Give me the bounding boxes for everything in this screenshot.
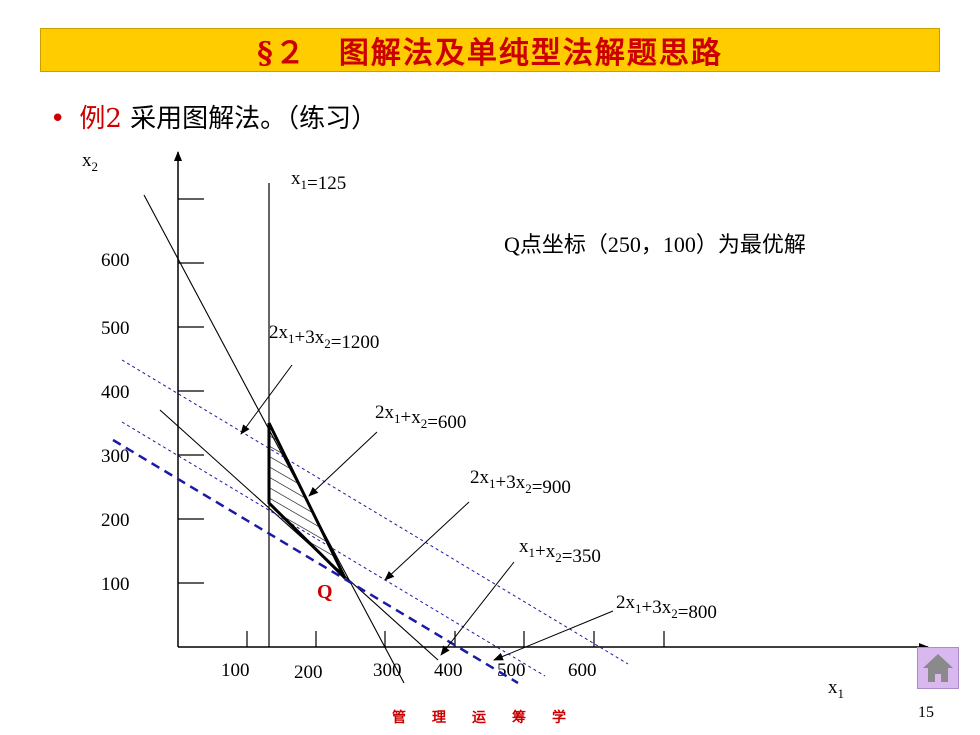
y-tick-label: 600 — [101, 250, 130, 271]
x-tick-label: 100 — [221, 660, 250, 681]
objective-line-1200 — [121, 359, 629, 665]
y-tick-label: 300 — [101, 446, 130, 467]
x-tick-label: 600 — [568, 660, 597, 681]
label-2x1-3x2-800: 2x1+3x2=800 — [616, 592, 717, 623]
slide-title: §２ 图解法及单纯型法解题思路 — [257, 36, 723, 71]
constraint-line-2x1-x2-600 — [143, 194, 405, 684]
optimal-point-label: Q — [317, 581, 333, 603]
constraint-line-x1-x2-350 — [159, 409, 439, 661]
x-axis-label: x1 — [828, 677, 844, 701]
label-x1-125: x1=125 — [291, 168, 346, 194]
y-tick-labels: 100 200 300 400 500 600 — [101, 250, 130, 595]
pointer-arrows — [240, 364, 614, 661]
y-ticks — [178, 198, 204, 584]
home-button[interactable] — [917, 647, 959, 689]
constraint-labels: x1=125 2x1+3x2=1200 2x1+x2=600 2x1+3x2=9… — [269, 168, 717, 623]
y-tick-label: 500 — [101, 318, 130, 339]
y-tick-label: 400 — [101, 382, 130, 403]
page-number: 15 — [918, 704, 934, 721]
bullet-line: • 例2 采用图解法。（练习） — [50, 98, 377, 135]
footer-course-name: 管理运筹学 — [392, 710, 592, 726]
label-2x1-x2-600: 2x1+x2=600 — [375, 402, 466, 433]
x-tick-labels: 100 200 300 400 500 600 — [221, 660, 597, 683]
label-x1-x2-350: x1+x2=350 — [519, 536, 601, 567]
y-tick-label: 100 — [101, 574, 130, 595]
home-icon — [923, 654, 953, 682]
x-ticks — [246, 631, 665, 647]
slide-title-bar: §２ 图解法及单纯型法解题思路 — [40, 28, 940, 72]
label-2x1-3x2-900: 2x1+3x2=900 — [470, 467, 571, 498]
x-tick-label: 500 — [497, 660, 526, 681]
y-tick-label: 200 — [101, 510, 130, 531]
x-tick-label: 400 — [434, 660, 463, 681]
example-label: 例2 — [79, 104, 122, 134]
feasible-boundary — [267, 422, 347, 580]
y-axis-label: x2 — [82, 150, 98, 174]
x-tick-label: 200 — [294, 662, 323, 683]
label-2x1-3x2-1200: 2x1+3x2=1200 — [269, 322, 379, 353]
bullet-text: 采用图解法。（练习） — [121, 104, 378, 134]
objective-line-900 — [121, 421, 546, 677]
bullet-dot-icon: • — [50, 104, 66, 134]
optimal-solution-note: Q点坐标（250，100）为最优解 — [504, 232, 806, 257]
